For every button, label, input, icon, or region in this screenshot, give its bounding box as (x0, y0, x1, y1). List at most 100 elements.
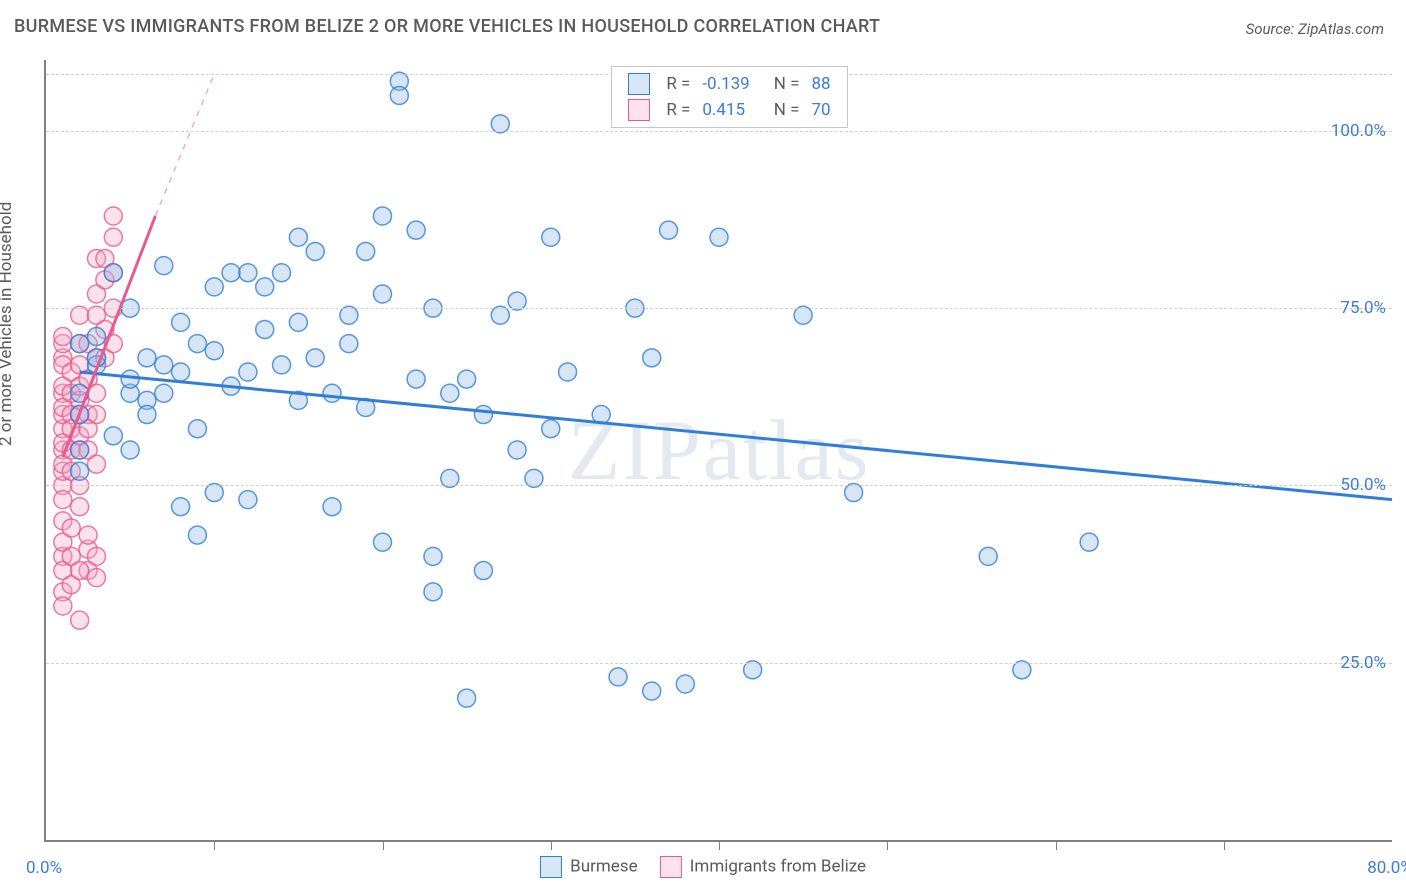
x-tick (1056, 840, 1057, 850)
data-point (609, 668, 627, 686)
data-point (138, 406, 156, 424)
legend-n-value: 88 (805, 71, 836, 97)
data-point (474, 406, 492, 424)
data-point (357, 242, 375, 260)
data-point (138, 349, 156, 367)
data-point (323, 384, 341, 402)
data-point (222, 264, 240, 282)
x-tick (719, 840, 720, 850)
y-tick-label: 75.0% (1340, 298, 1386, 318)
data-point (306, 242, 324, 260)
bottom-legend-item: Immigrants from Belize (660, 856, 866, 878)
data-point (660, 221, 678, 239)
data-point (374, 533, 392, 551)
data-point (79, 526, 97, 544)
legend-stats-table: R =-0.139N =88R =0.415N =70 (622, 71, 836, 123)
data-point (87, 406, 105, 424)
grid-h (46, 308, 1392, 309)
x-tick-label: 80.0% (1367, 858, 1406, 878)
data-point (239, 491, 257, 509)
data-point (256, 320, 274, 338)
bottom-legend-label: Burmese (570, 856, 637, 876)
data-point (256, 278, 274, 296)
data-point (542, 420, 560, 438)
regression-line-extrap (155, 74, 214, 216)
data-point (289, 313, 307, 331)
x-tick (383, 840, 384, 850)
legend-swatch (660, 856, 682, 878)
data-point (407, 221, 425, 239)
data-point (273, 264, 291, 282)
data-point (374, 285, 392, 303)
data-point (155, 384, 173, 402)
data-point (155, 356, 173, 374)
data-point (205, 342, 223, 360)
data-point (71, 498, 89, 516)
x-tick (214, 840, 215, 850)
y-tick-label: 25.0% (1340, 653, 1386, 673)
data-point (104, 228, 122, 246)
data-point (121, 370, 139, 388)
data-point (407, 370, 425, 388)
data-point (104, 264, 122, 282)
data-point (205, 278, 223, 296)
grid-h (46, 131, 1392, 132)
data-point (87, 455, 105, 473)
data-point (340, 335, 358, 353)
data-point (87, 569, 105, 587)
data-point (458, 689, 476, 707)
data-point (424, 583, 442, 601)
data-point (87, 328, 105, 346)
bottom-legend-label: Immigrants from Belize (690, 856, 866, 876)
data-point (54, 328, 72, 346)
x-tick (551, 840, 552, 850)
data-point (155, 257, 173, 275)
x-tick-label: 0.0% (26, 858, 62, 878)
data-point (71, 335, 89, 353)
data-point (323, 498, 341, 516)
regression-line (80, 372, 1392, 500)
bottom-legend-item: Burmese (540, 856, 638, 878)
data-point (390, 86, 408, 104)
data-point (273, 356, 291, 374)
bottom-legend: Burmese Immigrants from Belize (540, 856, 866, 878)
data-point (172, 313, 190, 331)
data-point (643, 349, 661, 367)
legend-stats-row: R =-0.139N =88 (622, 71, 836, 97)
data-point (71, 562, 89, 580)
data-point (374, 207, 392, 225)
data-point (289, 228, 307, 246)
legend-r-value: -0.139 (696, 71, 755, 97)
data-point (239, 363, 257, 381)
legend-r-label: R = (660, 97, 696, 123)
legend-swatch (540, 856, 562, 878)
plot-svg (46, 60, 1392, 840)
legend-n-label: N = (768, 97, 806, 123)
data-point (188, 420, 206, 438)
data-point (71, 611, 89, 629)
data-point (542, 228, 560, 246)
data-point (188, 335, 206, 353)
x-tick (1224, 840, 1225, 850)
legend-r-value: 0.415 (696, 97, 755, 123)
source-label: Source: ZipAtlas.com (1246, 20, 1384, 38)
data-point (441, 384, 459, 402)
data-point (62, 519, 80, 537)
x-tick (887, 840, 888, 850)
data-point (1080, 533, 1098, 551)
data-point (676, 675, 694, 693)
data-point (104, 427, 122, 445)
data-point (458, 370, 476, 388)
data-point (71, 462, 89, 480)
data-point (71, 441, 89, 459)
data-point (104, 207, 122, 225)
data-point (172, 363, 190, 381)
data-point (474, 562, 492, 580)
grid-h (46, 485, 1392, 486)
y-tick-label: 100.0% (1331, 121, 1386, 141)
data-point (172, 498, 190, 516)
data-point (710, 228, 728, 246)
y-axis-label: 2 or more Vehicles in Household (0, 202, 16, 446)
data-point (239, 264, 257, 282)
chart-area: ZIPatlas R =-0.139N =88R =0.415N =70 (44, 60, 1392, 842)
